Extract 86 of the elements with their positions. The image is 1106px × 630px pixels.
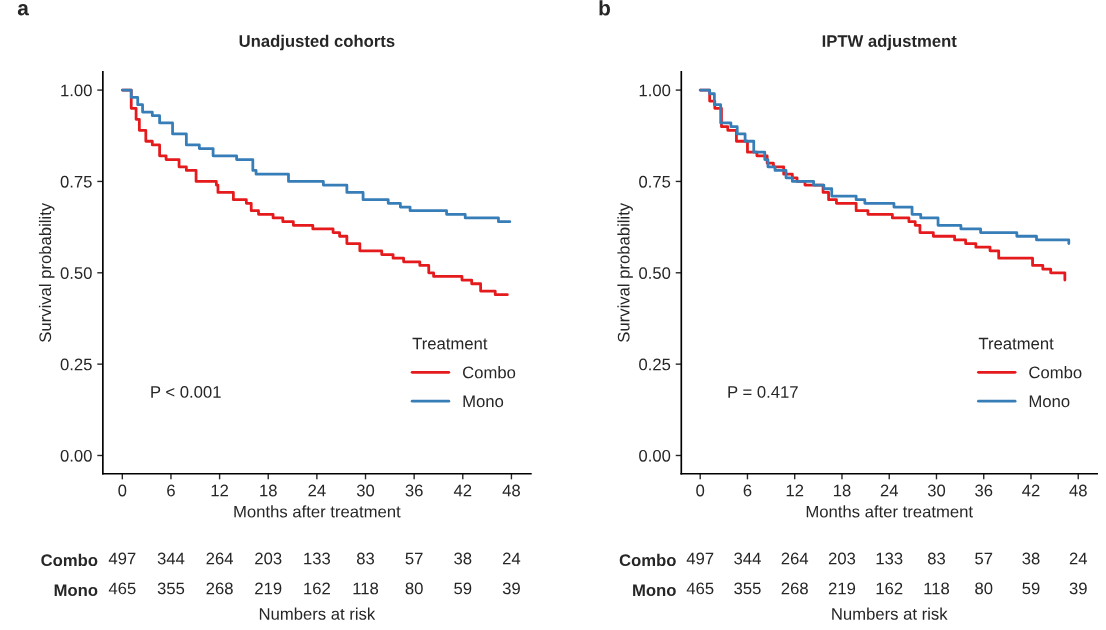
text: 39 xyxy=(1069,582,1087,595)
text: 38 xyxy=(1022,552,1040,565)
y-tick-label: 1.00 xyxy=(639,84,671,97)
annotation: P = 0.417 xyxy=(728,386,798,398)
text: 133 xyxy=(304,552,331,565)
text: 57 xyxy=(405,552,423,565)
text: 355 xyxy=(157,582,185,595)
x-tick-label: 18 xyxy=(833,484,851,497)
y-tick-label: 0.75 xyxy=(639,175,671,188)
text: 38 xyxy=(454,552,472,565)
text: 83 xyxy=(356,552,375,565)
text: 59 xyxy=(454,582,472,595)
text: 203 xyxy=(255,552,282,565)
legend-title: Treatment xyxy=(978,337,1054,350)
x-tick-label: 30 xyxy=(927,484,946,497)
text: 264 xyxy=(206,552,234,565)
y-axis-title: Survival probability xyxy=(38,202,55,342)
y-tick-label: 1.00 xyxy=(61,84,92,97)
category-label: Mono xyxy=(54,584,98,597)
x-tick-label: 48 xyxy=(502,484,520,497)
text: 344 xyxy=(157,552,185,565)
y-axis-title: Survival probability xyxy=(617,202,633,342)
x-tick-label: 0 xyxy=(118,484,127,497)
text: 24 xyxy=(1069,552,1088,565)
text: 80 xyxy=(975,582,993,595)
x-tick-label: 6 xyxy=(743,484,752,497)
text: Numbers at risk xyxy=(259,607,376,620)
text: 162 xyxy=(876,582,903,595)
text: Numbers at risk xyxy=(832,607,948,620)
chart-title: Unadjusted cohorts xyxy=(239,34,395,51)
text: 24 xyxy=(502,552,521,565)
text: 133 xyxy=(876,552,903,565)
text: 219 xyxy=(255,582,282,595)
text: 219 xyxy=(828,582,856,595)
legend-label: Mono xyxy=(1029,395,1070,408)
x-tick-label: 30 xyxy=(356,484,375,497)
text: 80 xyxy=(405,582,423,595)
y-tick-label: 0.00 xyxy=(60,449,92,462)
x-tick-label: 24 xyxy=(308,484,326,497)
x-tick-label: 42 xyxy=(1022,484,1040,497)
x-tick-label: 6 xyxy=(167,484,175,497)
text: 83 xyxy=(927,552,946,565)
text: 57 xyxy=(975,552,993,565)
legend-label: Combo xyxy=(1029,366,1082,379)
x-tick-label: 36 xyxy=(975,484,993,497)
legend-title: Treatment xyxy=(412,337,488,350)
y-tick-label: 0.00 xyxy=(639,449,671,462)
x-tick-label: 36 xyxy=(405,484,423,497)
x-tick-label: 0 xyxy=(696,484,705,497)
chart-title: IPTW adjustment xyxy=(822,34,957,51)
category-label: Mono xyxy=(633,584,676,597)
y-tick-label: 0.50 xyxy=(60,267,92,279)
text: 355 xyxy=(734,582,761,595)
x-tick-label: 48 xyxy=(1069,484,1087,497)
text: 268 xyxy=(206,582,233,595)
x-tick-label: 12 xyxy=(786,484,804,497)
text: 497 xyxy=(686,552,714,565)
x-tick-label: 24 xyxy=(880,484,899,497)
y-tick-label: 0.75 xyxy=(60,175,92,188)
x-axis-title: Months after treatment xyxy=(234,505,401,518)
x-tick-label: 12 xyxy=(211,484,229,497)
annotation: P < 0.001 xyxy=(151,386,221,398)
y-tick-label: 0.50 xyxy=(639,267,671,279)
text: a xyxy=(17,4,29,16)
text: 203 xyxy=(828,552,856,565)
y-tick-label: 0.25 xyxy=(60,358,92,371)
legend-label: Mono xyxy=(463,395,504,408)
text: 344 xyxy=(734,552,761,565)
text: 497 xyxy=(108,552,136,565)
text: 465 xyxy=(686,582,714,595)
text: b xyxy=(599,0,610,16)
text: 118 xyxy=(924,582,950,595)
text: 59 xyxy=(1022,582,1040,595)
y-tick-label: 0.25 xyxy=(639,358,671,371)
x-axis-title: Months after treatment xyxy=(806,505,973,518)
category-label: Combo xyxy=(619,553,676,567)
text: 465 xyxy=(108,582,136,595)
text: 118 xyxy=(353,582,379,595)
x-tick-label: 18 xyxy=(260,484,277,497)
text: 39 xyxy=(502,582,520,595)
text: 264 xyxy=(781,552,809,565)
text: 162 xyxy=(304,582,330,595)
legend-label: Combo xyxy=(463,366,516,379)
text: 268 xyxy=(781,582,808,595)
category-label: Combo xyxy=(41,553,98,567)
x-tick-label: 42 xyxy=(453,484,472,497)
